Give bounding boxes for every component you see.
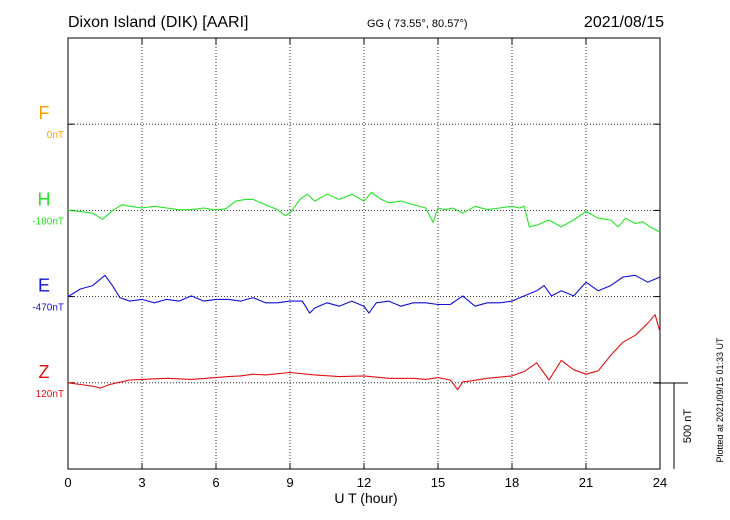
series-name-f: F [39, 103, 50, 123]
x-axis-label: U T (hour) [334, 490, 397, 506]
series-labels: F 0nT H -180nT E -470nT Z 120nT [32, 103, 64, 400]
plot-timestamp-note: Plotted at 2021/09/15 01:33 UT [715, 337, 725, 463]
scale-bar: 500 nT [654, 382, 694, 469]
x-tick-label: 18 [505, 475, 519, 490]
series-line-z [67, 314, 661, 391]
series-name-z: Z [39, 362, 50, 382]
x-tick-label: 3 [138, 475, 145, 490]
station-title: Dixon Island (DIK) [AARI] [68, 14, 249, 31]
series-baseline-z: 120nT [36, 389, 64, 400]
series-name-e: E [38, 276, 50, 296]
x-tick-label: 9 [286, 475, 293, 490]
grid [68, 38, 660, 469]
series-line-h [67, 191, 661, 233]
series-name-h: H [38, 189, 51, 209]
scale-bar-label: 500 nT [682, 409, 694, 444]
series-lines [67, 191, 661, 391]
x-tick-label: 12 [357, 475, 371, 490]
station-coordinates: GG ( 73.55°, 80.57°) [367, 18, 468, 30]
series-baseline-h: -180nT [32, 216, 64, 227]
axis-ticks: 0 3 6 9 12 15 18 21 24 [64, 38, 667, 490]
series-baseline-e: -470nT [32, 303, 64, 314]
x-tick-label: 0 [64, 475, 71, 490]
x-tick-label: 21 [579, 475, 593, 490]
x-tick-label: 15 [431, 475, 445, 490]
series-baseline-f: 0nT [47, 130, 64, 141]
series-line-e [67, 274, 661, 314]
chart-date: 2021/08/15 [584, 14, 664, 31]
x-tick-label: 24 [653, 475, 667, 490]
x-tick-label: 6 [212, 475, 219, 490]
